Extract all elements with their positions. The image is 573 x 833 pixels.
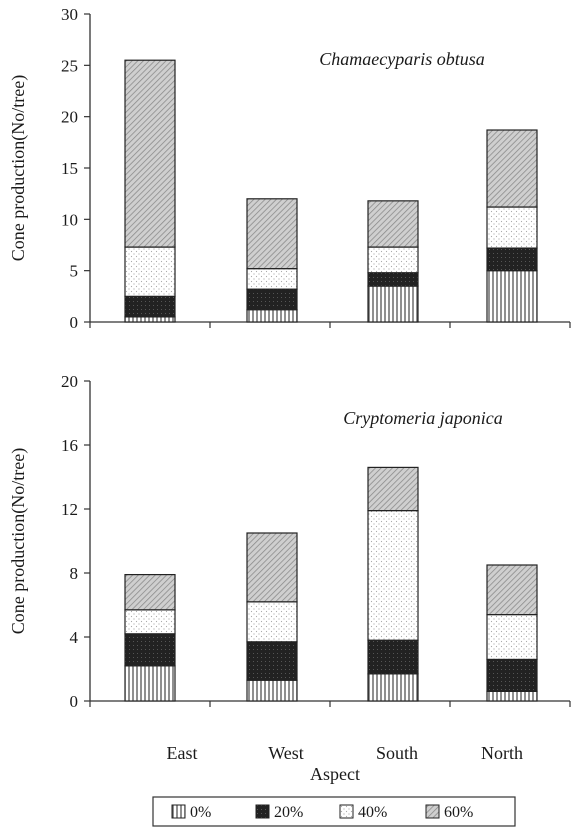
bar-segment-west-20pct — [246, 288, 298, 311]
bar-segment-south-20pct — [367, 272, 419, 287]
bar-segment-south-40pct — [367, 510, 419, 641]
bar-segment-north-40pct — [486, 206, 538, 249]
legend-swatch — [339, 804, 354, 819]
legend-label: 60% — [444, 804, 473, 821]
bar-segment-east-60pct — [124, 573, 176, 611]
y-tick-label: 0 — [70, 692, 79, 711]
y-tick-label: 8 — [70, 564, 79, 583]
species-annotation: Cryptomeria japonica — [343, 408, 503, 428]
bar-segment-west-0pct — [246, 679, 298, 702]
bar-segment-north-20pct — [486, 658, 538, 693]
bar-segment-west-20pct — [246, 641, 298, 681]
bar-segment-north-0pct — [486, 690, 538, 702]
panel-bottom: 0 4 8 12 16 20 Cryptomeria japonica Cone prod… — [8, 372, 571, 784]
bar-segment-east-20pct — [124, 633, 176, 667]
y-tick-label: 30 — [61, 5, 78, 24]
bar-segment-north-0pct — [486, 270, 538, 323]
bar-segment-west-40pct — [246, 601, 298, 643]
bar-segment-west-40pct — [246, 268, 298, 290]
y-tick-label: 20 — [61, 108, 78, 127]
y-tick-label: 15 — [61, 159, 78, 178]
x-tick-label-north: North — [481, 743, 523, 763]
bar-segment-north-60pct — [486, 129, 538, 208]
bar-segment-south-0pct — [367, 285, 419, 323]
x-tick-label-south: South — [376, 743, 418, 763]
y-axis-title: Cone production(No/tree) — [8, 75, 29, 261]
legend: 0% 20% 40% 60% — [152, 796, 516, 827]
panel-top: 0 5 10 15 20 25 30 Chamaecyparis obtusa Cone p… — [8, 5, 571, 332]
legend-label: 40% — [358, 804, 387, 821]
bar-segment-west-0pct — [246, 309, 298, 323]
bar-segment-south-60pct — [367, 466, 419, 512]
legend-swatch — [171, 804, 186, 819]
y-tick-label: 25 — [61, 56, 78, 75]
bar-segment-west-60pct — [246, 198, 298, 270]
bar-segment-north-20pct — [486, 247, 538, 272]
y-tick-label: 4 — [70, 628, 79, 647]
legend-label: 20% — [274, 804, 303, 821]
x-axis-title: Aspect — [310, 764, 360, 784]
species-annotation: Chamaecyparis obtusa — [319, 49, 485, 69]
bar-segment-south-40pct — [367, 246, 419, 274]
bar-segment-south-0pct — [367, 673, 419, 702]
x-tick-label-east: East — [167, 743, 198, 763]
y-tick-label: 10 — [61, 210, 78, 229]
bar-segment-south-60pct — [367, 200, 419, 248]
legend-label: 0% — [190, 804, 211, 821]
bar-segment-south-20pct — [367, 639, 419, 675]
bar-segment-north-60pct — [486, 564, 538, 616]
y-axis-title: Cone production(No/tree) — [8, 448, 29, 634]
legend-swatch — [425, 804, 440, 819]
y-tick-label: 5 — [70, 262, 79, 281]
bar-segment-east-40pct — [124, 246, 176, 297]
x-tick-label-west: West — [268, 743, 304, 763]
bar-segment-west-60pct — [246, 532, 298, 603]
y-tick-label: 20 — [61, 372, 78, 391]
bar-segment-east-20pct — [124, 295, 176, 318]
bar-segment-east-0pct — [124, 665, 176, 702]
bar-segment-east-40pct — [124, 609, 176, 635]
legend-swatch — [255, 804, 270, 819]
y-tick-label: 16 — [61, 436, 78, 455]
bar-segment-east-0pct — [124, 316, 176, 323]
bar-segment-north-40pct — [486, 613, 538, 660]
bar-segment-east-60pct — [124, 59, 176, 248]
y-tick-label: 0 — [70, 313, 79, 332]
legend-box — [152, 796, 516, 827]
y-tick-label: 12 — [61, 500, 78, 519]
